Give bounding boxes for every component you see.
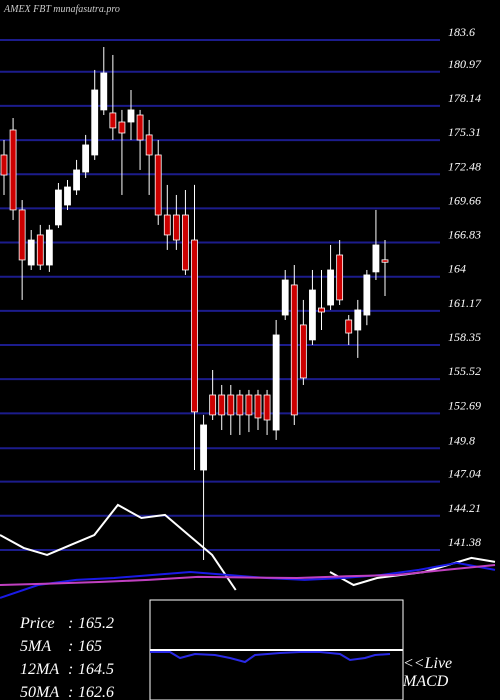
info-colon: :	[68, 638, 73, 655]
candle-body	[100, 72, 108, 111]
candle-body	[64, 186, 71, 206]
candle-body	[127, 109, 135, 123]
y-tick-label: 155.52	[448, 364, 481, 378]
candle-body	[0, 154, 8, 176]
y-tick-label: 180.97	[448, 57, 482, 71]
info-colon: :	[68, 615, 73, 632]
candle-body	[91, 89, 99, 156]
y-tick-label: 164	[448, 262, 466, 276]
info-value: 165	[78, 638, 102, 655]
y-tick-label: 152.69	[448, 398, 481, 412]
indicator-lines	[0, 503, 496, 599]
candle-body	[109, 112, 117, 129]
candle-body	[200, 424, 207, 471]
candle-body	[318, 307, 325, 313]
y-tick-label: 172.48	[448, 159, 481, 173]
y-tick-label: 158.35	[448, 330, 481, 344]
candle-body	[254, 394, 262, 419]
candles	[0, 46, 389, 560]
info-label: 50MA	[20, 684, 59, 700]
macd-line	[150, 651, 391, 664]
candle-body	[154, 154, 162, 216]
candle-body	[9, 129, 17, 211]
candle-body	[272, 334, 280, 431]
indicator-line	[0, 503, 237, 591]
y-tick-label: 166.83	[448, 228, 481, 242]
y-tick-label: 178.14	[448, 91, 481, 105]
info-value: 162.6	[78, 684, 114, 700]
candle-body	[354, 309, 362, 331]
candle-body	[281, 279, 289, 316]
y-tick-label: 175.31	[448, 125, 481, 139]
candle-body	[227, 394, 235, 416]
candle-body	[218, 394, 226, 416]
chart-title: AMEX FBT munafasutra.pro	[3, 4, 120, 15]
candle-body	[290, 284, 298, 416]
candle-body	[18, 209, 26, 261]
info-colon: :	[68, 684, 73, 700]
candle-body	[118, 121, 126, 134]
candle-body	[381, 259, 389, 263]
info-label: Price	[19, 615, 55, 632]
candle-body	[73, 169, 80, 191]
candle-body	[136, 114, 144, 141]
candle-body	[345, 319, 353, 334]
y-tick-label: 147.04	[448, 467, 481, 481]
candle-body	[182, 214, 189, 271]
candle-body	[336, 254, 344, 301]
candle-body	[363, 274, 371, 316]
candle-body	[55, 189, 62, 226]
candle-body	[45, 229, 53, 266]
candle-body	[191, 239, 198, 413]
candle-body	[309, 289, 316, 341]
y-tick-label: 144.21	[448, 501, 481, 515]
y-tick-label: 149.8	[448, 433, 475, 447]
info-label: 12MA	[20, 661, 59, 678]
y-tick-label: 183.6	[448, 25, 475, 39]
y-tick-label: 161.17	[448, 296, 482, 310]
candle-body	[263, 394, 271, 421]
macd-label: MACD	[402, 673, 449, 690]
info-colon: :	[68, 661, 73, 678]
y-tick-label: 169.66	[448, 193, 481, 207]
info-label: 5MA	[20, 638, 51, 655]
candle-body	[82, 144, 90, 173]
candle-body	[36, 234, 44, 266]
y-tick-label: 141.38	[448, 535, 481, 549]
candle-body	[209, 394, 217, 416]
candle-body	[327, 269, 334, 306]
candle-body	[299, 324, 307, 379]
info-value: 164.5	[78, 661, 114, 678]
candle-body	[172, 214, 180, 241]
indicator-line	[0, 564, 496, 586]
candle-body	[27, 239, 35, 266]
candle-body	[245, 394, 253, 416]
info-value: 165.2	[78, 615, 114, 632]
macd-label: <<Live	[403, 655, 452, 672]
candle-body	[372, 244, 380, 273]
candle-body	[236, 394, 244, 416]
candle-body	[163, 214, 171, 236]
candle-body	[145, 134, 153, 156]
